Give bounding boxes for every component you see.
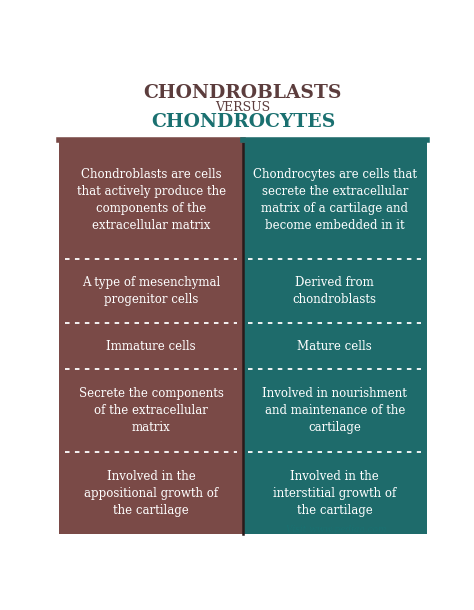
Bar bbox=[243, 452, 427, 534]
Text: Mature cells: Mature cells bbox=[297, 340, 372, 353]
Bar bbox=[59, 140, 243, 259]
Text: Secrete the components
of the extracellular
matrix: Secrete the components of the extracellu… bbox=[79, 387, 224, 434]
Bar bbox=[243, 140, 427, 259]
Text: Involved in nourishment
and maintenance of the
cartilage: Involved in nourishment and maintenance … bbox=[262, 387, 407, 434]
Bar bbox=[59, 452, 243, 534]
Text: Derived from
chondroblasts: Derived from chondroblasts bbox=[293, 276, 377, 306]
Text: CHONDROCYTES: CHONDROCYTES bbox=[151, 113, 335, 131]
Bar bbox=[59, 259, 243, 323]
Text: CHONDROBLASTS: CHONDROBLASTS bbox=[144, 84, 342, 102]
Bar bbox=[243, 259, 427, 323]
Bar bbox=[59, 369, 243, 452]
Bar bbox=[59, 323, 243, 369]
Bar bbox=[243, 323, 427, 369]
Text: A type of mesenchymal
progenitor cells: A type of mesenchymal progenitor cells bbox=[82, 276, 220, 306]
Text: Immature cells: Immature cells bbox=[106, 340, 196, 353]
Text: Visit www.pediaa.com: Visit www.pediaa.com bbox=[286, 525, 387, 534]
Bar bbox=[243, 369, 427, 452]
Text: Chondroblasts are cells
that actively produce the
components of the
extracellula: Chondroblasts are cells that actively pr… bbox=[76, 168, 226, 232]
Text: Involved in the
appositional growth of
the cartilage: Involved in the appositional growth of t… bbox=[84, 470, 218, 517]
Text: Chondrocytes are cells that
secrete the extracellular
matrix of a cartilage and
: Chondrocytes are cells that secrete the … bbox=[253, 168, 417, 232]
Text: VERSUS: VERSUS bbox=[215, 101, 271, 113]
Text: Involved in the
interstitial growth of
the cartilage: Involved in the interstitial growth of t… bbox=[273, 470, 396, 517]
